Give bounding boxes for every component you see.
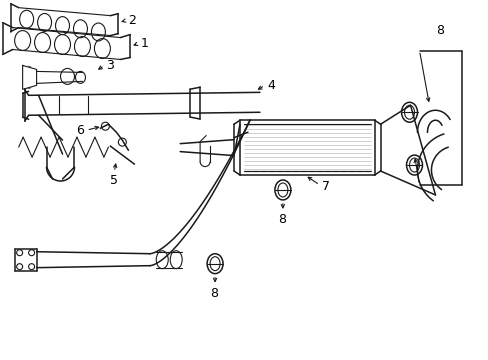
Text: 6: 6 [76, 124, 84, 137]
Text: 8: 8 [210, 287, 218, 300]
Text: 8: 8 [436, 24, 444, 37]
Text: 7: 7 [321, 180, 329, 193]
Text: 2: 2 [128, 14, 136, 27]
Text: 1: 1 [140, 37, 148, 50]
Text: 5: 5 [110, 174, 118, 186]
Text: 4: 4 [266, 79, 274, 92]
Text: 8: 8 [277, 213, 285, 226]
Text: 3: 3 [106, 59, 114, 72]
Polygon shape [22, 66, 37, 89]
